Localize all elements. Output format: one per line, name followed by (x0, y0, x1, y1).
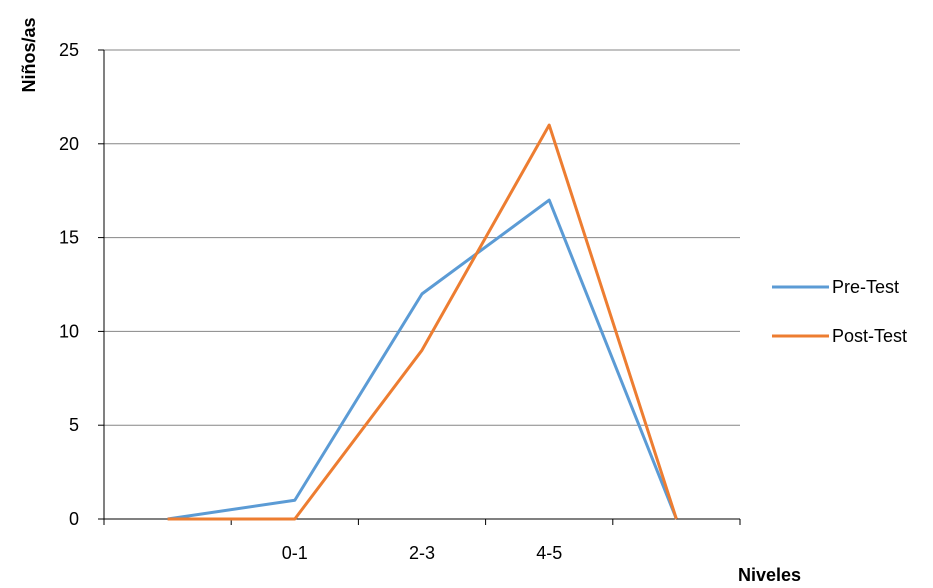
gridlines (104, 49, 740, 426)
x-tick-label: 4-5 (536, 543, 562, 563)
y-axis-title: Niños/as (19, 17, 39, 92)
x-axis-title: Niveles (738, 565, 801, 583)
x-tick-label: 2-3 (409, 543, 435, 563)
y-tick-label: 20 (59, 134, 79, 154)
y-tick-label: 15 (59, 228, 79, 248)
axes: 0 5 10 15 20 25 0-1 2-3 4-5 (59, 40, 741, 563)
x-tick-label: 0-1 (282, 543, 308, 563)
y-tick-label: 0 (69, 509, 79, 529)
legend-label-post-test: Post-Test (832, 326, 907, 346)
y-tick-label: 10 (59, 321, 79, 341)
series-line-pre-test (167, 198, 678, 521)
y-tick-label: 25 (59, 40, 79, 60)
series-line-post-test (167, 123, 678, 521)
series-lines (167, 123, 678, 521)
legend: Pre-Test Post-Test (772, 277, 907, 346)
y-tick-label: 5 (69, 415, 79, 435)
legend-label-pre-test: Pre-Test (832, 277, 899, 297)
